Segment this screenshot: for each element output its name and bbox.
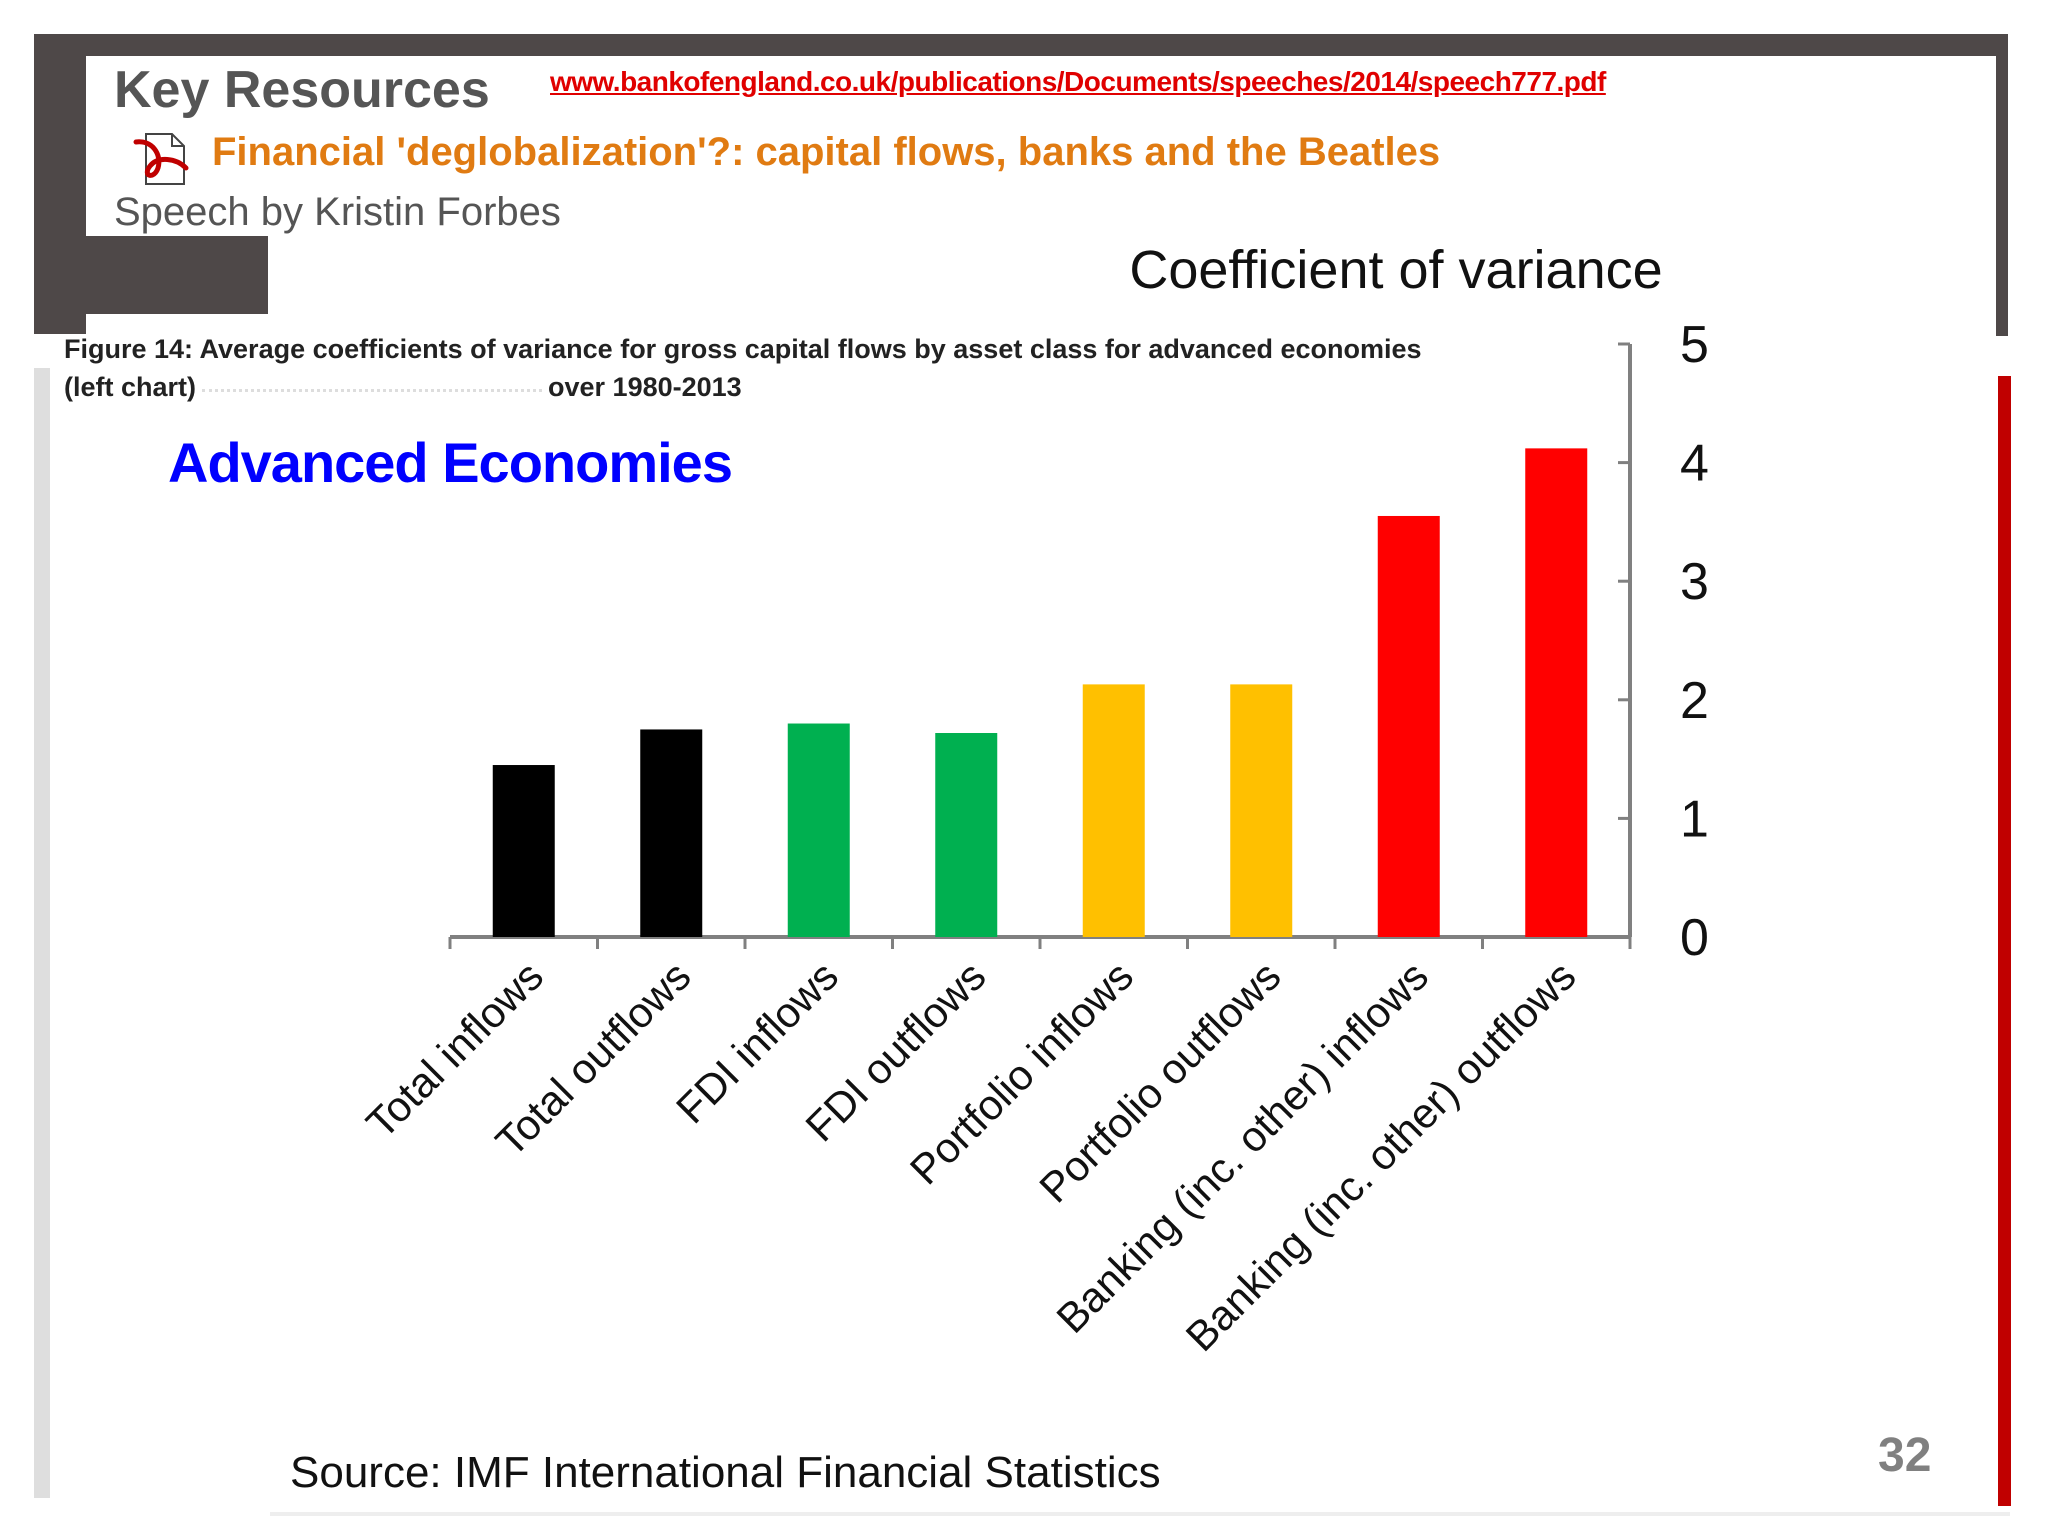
y-tick-label: 5 xyxy=(1680,316,1709,374)
caption-gap xyxy=(202,385,543,393)
y-tick-label: 1 xyxy=(1680,790,1709,848)
bar xyxy=(1525,448,1588,937)
slide-frame-right xyxy=(1996,34,2008,336)
figure-caption-line2: (left chart) over 1980-2013 xyxy=(64,368,1624,406)
bar xyxy=(640,729,703,937)
y-tick-label: 2 xyxy=(1680,672,1709,730)
speech-title[interactable]: Financial 'deglobalization'?: capital fl… xyxy=(212,130,1441,174)
speech-url-link[interactable]: www.bankofengland.co.uk/publications/Doc… xyxy=(550,66,1606,97)
key-resources-heading: Key Resources xyxy=(114,61,490,119)
chart-bars xyxy=(492,448,1588,937)
bar xyxy=(1377,515,1440,937)
figure-caption: Figure 14: Average coefficients of varia… xyxy=(64,330,1624,406)
y-tick-label: 0 xyxy=(1680,909,1709,967)
bar xyxy=(1082,684,1145,937)
figure-caption-line2-end: over 1980-2013 xyxy=(548,372,742,402)
slide-accent-bar xyxy=(1998,376,2011,1506)
slide-frame-block xyxy=(34,234,268,314)
slide-bottom-strip xyxy=(270,1512,2010,1516)
slide-number: 32 xyxy=(1878,1429,1932,1482)
panel-title: Advanced Economies xyxy=(168,431,733,494)
y-tick-label: 3 xyxy=(1680,553,1709,611)
key-resources-panel xyxy=(86,56,1996,236)
figure-caption-line1: Figure 14: Average coefficients of varia… xyxy=(64,334,1422,364)
bar xyxy=(935,733,998,937)
speech-author: Speech by Kristin Forbes xyxy=(114,190,561,234)
y-tick-label: 4 xyxy=(1680,435,1709,493)
figure-caption-line2-start: (left chart) xyxy=(64,372,197,402)
source-note: Source: IMF International Financial Stat… xyxy=(290,1448,1161,1497)
bar xyxy=(492,765,555,937)
chart-axes xyxy=(448,342,1632,949)
slide-frame-top xyxy=(34,34,2008,56)
bar xyxy=(1230,684,1293,937)
y-axis-title: Coefficient of variance xyxy=(1129,240,1662,300)
slide-left-strip xyxy=(34,368,50,1498)
pdf-file-icon[interactable] xyxy=(132,128,192,188)
bar xyxy=(787,723,850,937)
chart-tick-labels: 0 1 2 3 4 5 xyxy=(1680,316,1709,967)
